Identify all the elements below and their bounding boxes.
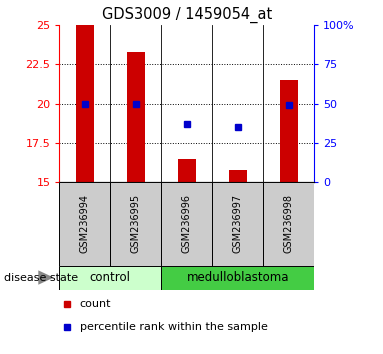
Text: medulloblastoma: medulloblastoma <box>187 271 289 284</box>
Bar <box>76 25 94 182</box>
Bar <box>110 182 161 266</box>
Text: GSM236996: GSM236996 <box>182 194 192 253</box>
Bar <box>229 170 247 182</box>
Text: disease state: disease state <box>4 273 78 282</box>
Text: GSM236994: GSM236994 <box>80 194 90 253</box>
Text: count: count <box>80 299 111 309</box>
Bar <box>127 52 145 182</box>
Title: GDS3009 / 1459054_at: GDS3009 / 1459054_at <box>101 7 272 23</box>
Bar <box>161 182 212 266</box>
Text: GSM236998: GSM236998 <box>283 194 294 253</box>
Bar <box>161 266 314 290</box>
Text: percentile rank within the sample: percentile rank within the sample <box>80 322 268 332</box>
Text: GSM236997: GSM236997 <box>232 194 243 253</box>
Polygon shape <box>38 270 54 285</box>
Text: GSM236995: GSM236995 <box>131 194 141 253</box>
Bar <box>263 182 314 266</box>
Bar <box>178 159 196 182</box>
Bar <box>212 182 263 266</box>
Bar <box>280 80 298 182</box>
Bar <box>59 182 110 266</box>
Text: control: control <box>90 271 131 284</box>
Bar <box>59 266 161 290</box>
